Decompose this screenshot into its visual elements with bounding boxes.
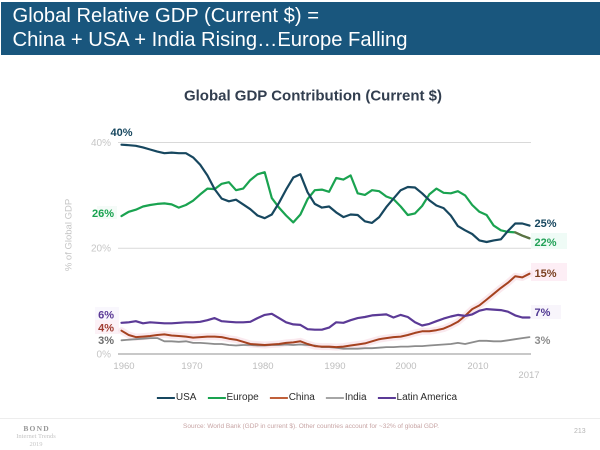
svg-text:1980: 1980	[252, 361, 273, 372]
svg-text:2017: 2017	[518, 370, 539, 381]
svg-text:15%: 15%	[535, 268, 557, 280]
svg-text:4%: 4%	[98, 323, 114, 335]
svg-text:40%: 40%	[91, 138, 111, 149]
svg-text:25%: 25%	[535, 218, 557, 230]
svg-text:22%: 22%	[535, 237, 557, 249]
svg-text:1990: 1990	[324, 361, 345, 372]
svg-text:Global GDP Contribution (Curre: Global GDP Contribution (Current $)	[184, 88, 442, 105]
svg-text:7%: 7%	[535, 307, 551, 319]
svg-text:1970: 1970	[181, 361, 202, 372]
svg-text:1960: 1960	[113, 361, 134, 372]
svg-text:2000: 2000	[395, 361, 416, 372]
svg-text:3%: 3%	[98, 335, 114, 347]
svg-text:3%: 3%	[535, 335, 551, 347]
svg-text:20%: 20%	[91, 244, 111, 255]
svg-text:40%: 40%	[110, 127, 132, 139]
svg-text:26%: 26%	[92, 208, 114, 220]
svg-text:2010: 2010	[467, 361, 488, 372]
svg-text:6%: 6%	[98, 310, 114, 322]
svg-text:0%: 0%	[97, 350, 112, 361]
